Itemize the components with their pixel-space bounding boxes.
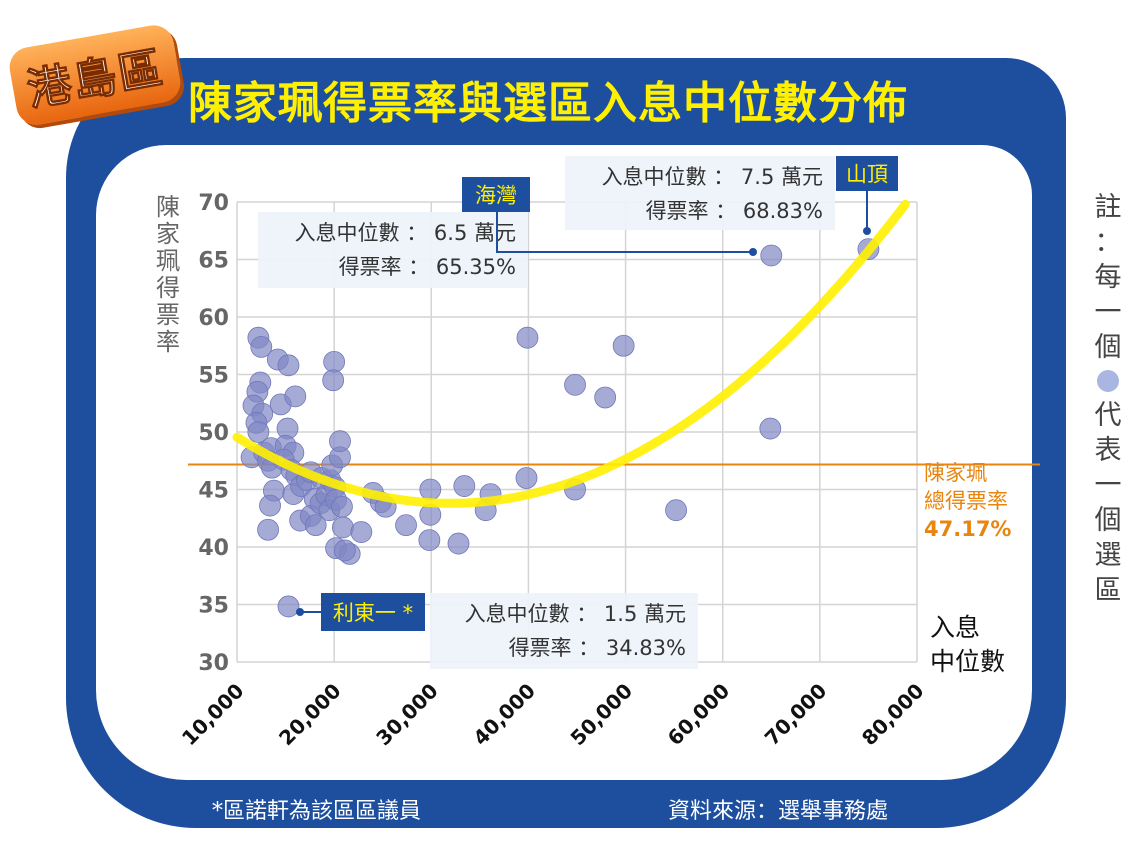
data-point: [418, 529, 441, 551]
y-tick-label: 30: [198, 651, 229, 676]
x-tick-label: 30,000: [371, 679, 443, 751]
average-label: 陳家珮: [924, 461, 987, 485]
note-char: 個: [1094, 505, 1122, 536]
data-point: [594, 386, 617, 409]
data-point: [259, 494, 281, 517]
data-point: [564, 373, 586, 396]
callout-leader-dot: [749, 248, 757, 256]
data-point: [277, 595, 300, 618]
data-point: [331, 516, 354, 539]
callout-line-1: 入息中位數 ： 6.5 萬元: [295, 221, 516, 245]
callout-line-1: 入息中位數 ： 7.5 萬元: [602, 165, 823, 189]
y-tick-label: 60: [198, 306, 229, 331]
note-char: 每: [1094, 262, 1122, 293]
data-point: [515, 467, 538, 489]
data-point: [250, 335, 273, 358]
note-char: 註: [1094, 192, 1122, 223]
note-char: 個: [1094, 332, 1122, 363]
data-point: [277, 354, 300, 377]
data-point: [395, 514, 417, 537]
x-axis-label-line1: 入息: [930, 613, 980, 642]
x-tick-label: 10,000: [177, 679, 249, 751]
callout-line-2: 得票率 ： 34.83%: [509, 636, 686, 660]
data-point: [333, 539, 356, 562]
x-tick-label: 70,000: [760, 679, 832, 751]
side-note: 註：每一個代表一個選區: [1092, 190, 1124, 608]
callout-name-tag: [836, 156, 898, 191]
data-point: [516, 326, 539, 349]
callout-name-tag: [321, 593, 425, 631]
y-tick-label: 65: [198, 249, 229, 274]
y-tick-label: 40: [198, 536, 229, 561]
y-tick-label: 55: [198, 364, 229, 389]
note-char: 一: [1094, 470, 1122, 501]
x-tick-label: 50,000: [566, 679, 638, 751]
data-point: [453, 475, 476, 497]
source-note: 資料來源：選舉事務處: [668, 799, 889, 824]
data-point: [284, 385, 307, 408]
data-point: [322, 369, 345, 392]
callout-leader-dot: [296, 608, 304, 616]
y-tick-label: 50: [198, 421, 229, 446]
callout-name: 海灣: [475, 184, 517, 208]
legend-dot-icon: [1097, 370, 1119, 392]
note-char: ：: [1094, 227, 1122, 258]
y-axis-label-char: 率: [156, 328, 180, 356]
callout-name-tag: [462, 177, 530, 212]
x-tick-label: 80,000: [857, 679, 929, 751]
callout-box: [430, 593, 698, 669]
callout-leader-dot: [863, 227, 871, 235]
data-point: [447, 532, 470, 555]
y-axis-label-char: 票: [156, 301, 180, 329]
callout-name: 山頂: [846, 163, 888, 187]
x-tick-label: 60,000: [663, 679, 735, 751]
data-point: [331, 495, 353, 518]
average-label: 總得票率: [924, 489, 1008, 513]
x-tick-label: 40,000: [468, 679, 540, 751]
y-tick-label: 45: [198, 479, 229, 504]
callout-line-2: 得票率 ： 68.83%: [646, 199, 823, 223]
data-point: [419, 478, 442, 501]
data-point: [323, 350, 346, 373]
footnote: *區諾軒為該區區議員: [212, 799, 422, 824]
data-point: [329, 430, 351, 453]
callout-line-1: 入息中位數 ： 1.5 萬元: [465, 602, 686, 626]
y-axis-label-char: 得: [156, 274, 180, 302]
y-axis-label-char: 家: [156, 220, 180, 248]
callout-name: 利東一 *: [333, 601, 413, 625]
x-axis-label-line2: 中位數: [930, 647, 1005, 676]
data-point: [257, 518, 279, 541]
y-axis-label-char: 陳: [156, 193, 180, 221]
y-axis-label-char: 珮: [156, 247, 180, 275]
callout-box: [258, 212, 528, 288]
note-char: 區: [1094, 575, 1122, 606]
x-tick-label: 20,000: [274, 679, 346, 751]
data-point: [247, 421, 270, 443]
page-title: 陳家珮得票率與選區入息中位數分佈: [188, 78, 908, 129]
data-point: [612, 334, 635, 357]
data-point: [350, 521, 373, 543]
callout-line-2: 得票率 ： 65.35%: [339, 255, 516, 279]
callout-leader: [496, 212, 753, 253]
data-point: [760, 244, 783, 267]
note-char: 一: [1094, 297, 1122, 328]
average-label: 47.17%: [924, 517, 1011, 541]
trend-curve: [232, 199, 910, 508]
note-char: 代: [1094, 400, 1122, 431]
note-char: 表: [1094, 435, 1122, 466]
data-point: [759, 417, 782, 440]
data-point: [665, 499, 687, 522]
data-point: [304, 514, 327, 537]
y-tick-label: 70: [198, 191, 229, 216]
callout-box: [565, 156, 835, 230]
note-char: 選: [1094, 540, 1122, 571]
y-tick-label: 35: [198, 594, 229, 619]
